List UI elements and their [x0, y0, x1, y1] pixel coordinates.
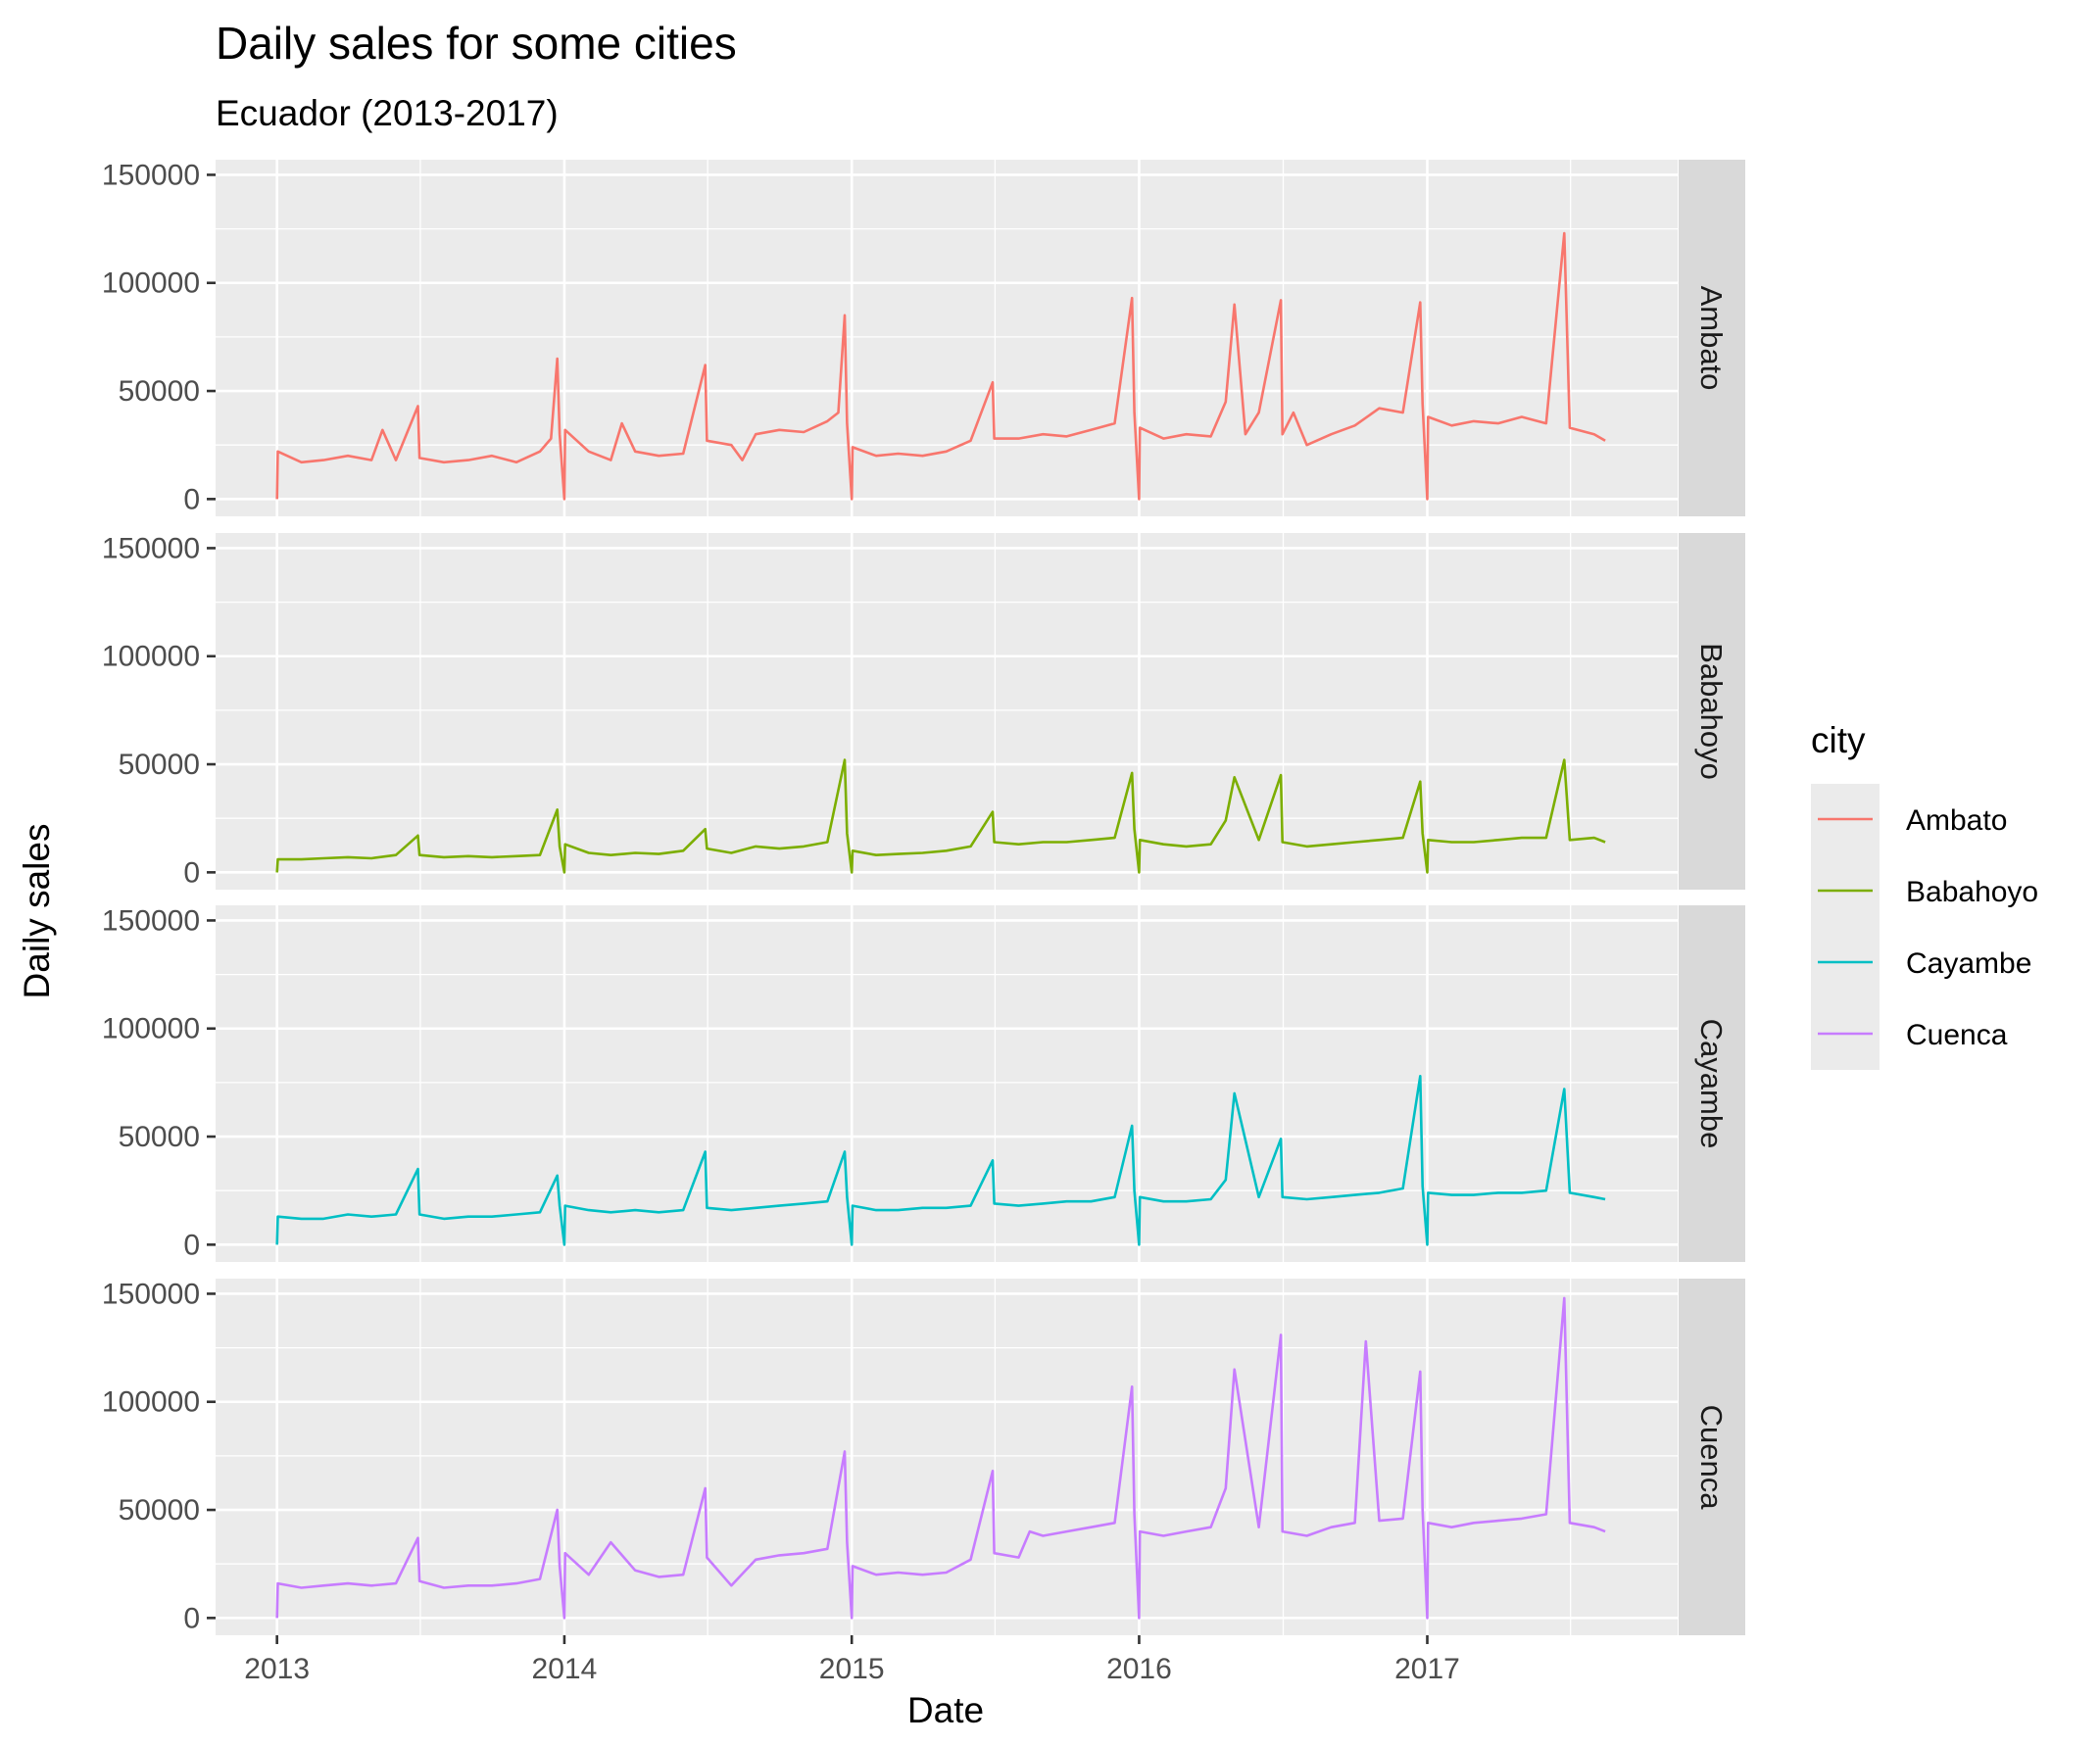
panel-background [216, 1279, 1678, 1635]
x-axis: 2013 2014 2015 2016 2017 [244, 1635, 1460, 1685]
panel-background [216, 533, 1678, 890]
x-axis-title: Date [907, 1690, 984, 1730]
panel-background [216, 905, 1678, 1262]
legend-title: city [1811, 720, 1866, 760]
series-line-cayambe [275, 1075, 1606, 1246]
facet-panel-cuenca: 0 50000 100000 150000 Cuenca [102, 1278, 1745, 1635]
legend-item-ambato: Ambato [1818, 804, 2007, 837]
series-line-ambato [275, 231, 1606, 501]
y-tick-label: 0 [183, 856, 200, 889]
series-line-babahoyo [275, 758, 1606, 874]
y-tick-label: 0 [183, 1602, 200, 1634]
y-axis-title: Daily sales [17, 824, 57, 999]
y-tick-label: 100000 [102, 1013, 200, 1045]
y-tick-label: 100000 [102, 267, 200, 300]
x-tick-label: 2015 [819, 1653, 885, 1685]
facet-panel-babahoyo: 0 50000 100000 150000 Babahoyo [102, 532, 1745, 890]
legend-label: Ambato [1906, 804, 2007, 837]
chart-subtitle: Ecuador (2013-2017) [216, 93, 559, 133]
legend-label: Babahoyo [1906, 876, 2038, 908]
facet-strip-label: Babahoyo [1694, 643, 1729, 780]
facet-strip [1679, 905, 1745, 1262]
legend-label: Cuenca [1906, 1019, 2008, 1051]
chart-title: Daily sales for some cities [216, 18, 737, 69]
x-tick-label: 2017 [1394, 1653, 1460, 1685]
series-line-cuenca [275, 1296, 1606, 1620]
legend-label: Cayambe [1906, 947, 2031, 980]
facet-strip-label: Cuenca [1694, 1405, 1729, 1511]
y-tick-label: 0 [183, 483, 200, 515]
panel-background [216, 160, 1678, 516]
legend-item-cuenca: Cuenca [1818, 1019, 2008, 1051]
legend-keys-background [1811, 784, 1880, 1070]
y-tick-label: 100000 [102, 1386, 200, 1419]
y-tick-label: 50000 [119, 1121, 200, 1153]
y-tick-label: 50000 [119, 749, 200, 781]
facet-strip [1679, 160, 1745, 516]
legend-item-cayambe: Cayambe [1818, 947, 2031, 980]
y-tick-label: 0 [183, 1229, 200, 1261]
facet-panels: 0 50000 100000 150000 Ambato 0 50000 100000 1500… [102, 159, 1745, 1635]
x-tick-label: 2013 [244, 1653, 310, 1685]
x-tick-label: 2016 [1106, 1653, 1172, 1685]
facet-strip [1679, 1279, 1745, 1635]
facet-strip-label: Cayambe [1694, 1019, 1729, 1149]
legend: city Ambato Babahoyo Cayambe Cuenca [1811, 720, 2038, 1070]
y-tick-label: 150000 [102, 904, 200, 937]
legend-item-babahoyo: Babahoyo [1818, 876, 2038, 908]
facet-strip [1679, 533, 1745, 890]
y-tick-label: 150000 [102, 1278, 200, 1310]
y-tick-label: 50000 [119, 375, 200, 408]
y-tick-label: 50000 [119, 1494, 200, 1527]
y-tick-label: 150000 [102, 159, 200, 191]
facet-panel-cayambe: 0 50000 100000 150000 Cayambe [102, 904, 1745, 1262]
facet-strip-label: Ambato [1694, 286, 1729, 391]
y-tick-label: 100000 [102, 641, 200, 673]
x-tick-label: 2014 [532, 1653, 598, 1685]
facet-panel-ambato: 0 50000 100000 150000 Ambato [102, 159, 1745, 516]
y-tick-label: 150000 [102, 532, 200, 564]
